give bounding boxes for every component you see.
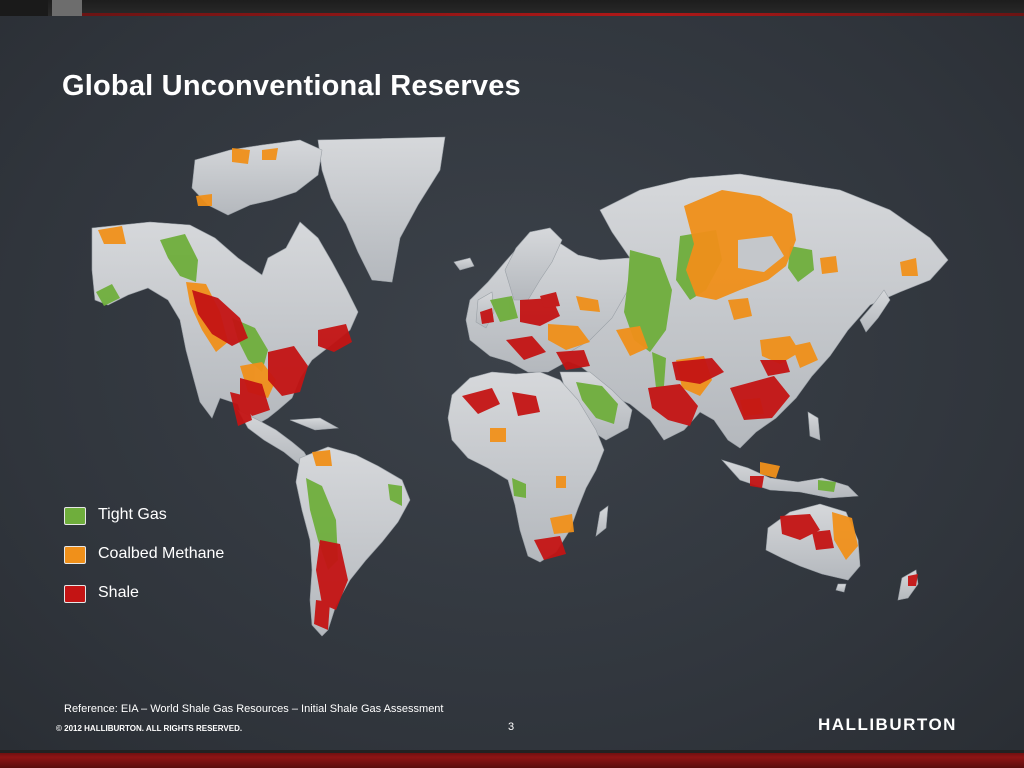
shale-europe-south	[506, 336, 546, 360]
cbm-south-africa	[550, 514, 574, 534]
cbm-alaska	[98, 226, 126, 244]
africa-landmass	[447, 371, 605, 563]
cbm-arctic-3	[196, 194, 212, 206]
top-bar-block-gray	[52, 0, 82, 16]
cbm-kazakhstan	[616, 326, 648, 356]
cbm-arctic-1	[232, 148, 250, 164]
legend-label-shale: Shale	[98, 584, 139, 601]
legend-label-coalbed-methane: Coalbed Methane	[98, 545, 225, 562]
tight-gas-western-canada	[160, 234, 198, 282]
shale-australia	[780, 514, 820, 540]
greenland-landmass	[317, 136, 446, 283]
bottom-bar	[0, 750, 1024, 768]
cbm-mozambique	[556, 476, 566, 488]
halliburton-logo: HALLIBURTON	[818, 715, 957, 734]
cbm-indonesia	[760, 462, 780, 478]
cbm-africa-central	[490, 428, 506, 442]
top-bar	[0, 0, 1024, 16]
tight-gas-arabia	[576, 382, 618, 424]
caribbean-landmass	[289, 417, 340, 431]
cbm-ukraine	[576, 296, 600, 312]
shale-china-north	[760, 360, 790, 376]
tight-gas-china	[652, 352, 666, 388]
shale-india	[648, 384, 698, 426]
shale-china-west	[672, 358, 724, 384]
shale-north-africa-2	[512, 392, 540, 416]
legend-item-coalbed-methane: Coalbed Methane	[64, 544, 264, 566]
shale-australia-central	[812, 530, 834, 550]
tasmania-landmass	[835, 583, 847, 593]
cbm-mongolia	[760, 336, 800, 364]
shale-argentina-south	[314, 600, 330, 630]
shale-western-canada	[192, 290, 248, 346]
top-bar-red-line	[82, 13, 1024, 16]
cbm-south-america	[312, 450, 332, 466]
copyright-notice: © 2012 HALLIBURTON. ALL RIGHTS RESERVED.	[56, 724, 243, 733]
iceland-landmass	[453, 257, 475, 271]
cbm-kamchatka	[900, 258, 918, 276]
shale-us-east	[268, 346, 308, 396]
shale-south-america	[316, 540, 348, 610]
southeast-asia-islands-landmass	[721, 459, 859, 499]
shale-uk	[480, 308, 494, 324]
tight-gas-africa	[512, 478, 526, 498]
tight-gas-east-siberia	[788, 246, 814, 282]
shale-northeast-us	[318, 324, 352, 352]
page-number: 3	[508, 721, 515, 733]
cbm-australia-east	[832, 512, 858, 560]
shale-mexico	[230, 392, 252, 426]
tight-gas-brazil	[388, 484, 402, 506]
tight-gas-indonesia	[818, 480, 836, 492]
madagascar-landmass	[595, 505, 609, 537]
shale-new-zealand	[908, 574, 918, 586]
cbm-kuzbass	[728, 298, 752, 320]
cbm-china-north	[792, 342, 818, 368]
tight-gas-swatch	[64, 507, 86, 525]
cbm-arctic-2	[262, 148, 278, 160]
shale-regions	[192, 290, 918, 630]
shale-indonesia	[750, 476, 764, 488]
cbm-europe	[548, 324, 590, 350]
shale-north-africa-1	[462, 388, 500, 414]
legend-item-shale: Shale	[64, 583, 264, 605]
slide-title: Global Unconventional Reserves	[62, 70, 521, 102]
tight-gas-europe	[490, 296, 518, 322]
japan-landmass	[859, 289, 891, 333]
philippines-landmass	[807, 411, 821, 441]
shale-russia	[540, 292, 560, 308]
coalbed-methane-swatch	[64, 546, 86, 564]
cbm-east-russia	[820, 256, 838, 274]
legend-item-tight-gas: Tight Gas	[64, 505, 264, 527]
bottom-bar-dark-edge	[0, 750, 1024, 753]
south-america-landmass	[295, 446, 411, 637]
reference-note: Reference: EIA – World Shale Gas Resourc…	[64, 703, 444, 715]
top-bar-block-dark	[0, 0, 48, 16]
tight-gas-west-siberia	[624, 250, 672, 352]
shale-swatch	[64, 585, 86, 603]
tight-gas-alaska	[96, 284, 120, 306]
legend-label-tight-gas: Tight Gas	[98, 506, 167, 523]
shale-china-east	[730, 376, 790, 420]
shale-turkey	[556, 350, 590, 370]
cbm-siberia-east	[738, 236, 784, 272]
shale-south-africa	[534, 536, 566, 560]
tight-gas-regions	[96, 230, 836, 570]
